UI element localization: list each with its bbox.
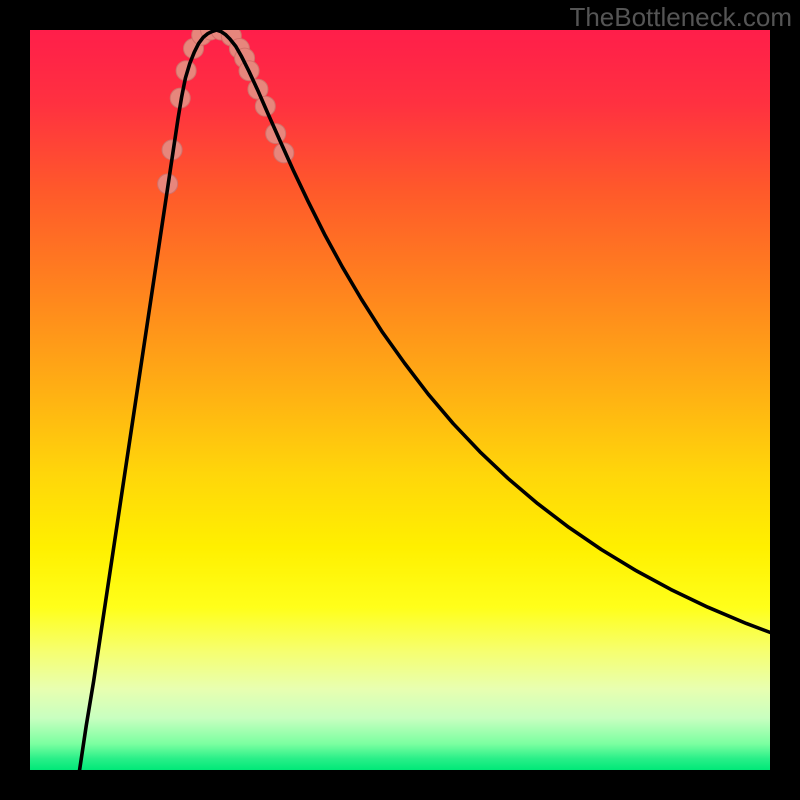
plot-area [30, 30, 770, 770]
right-curve [216, 30, 770, 632]
curves-layer [30, 30, 770, 770]
left-curve [80, 30, 217, 770]
watermark-text: TheBottleneck.com [569, 2, 792, 33]
chart-stage: TheBottleneck.com [0, 0, 800, 800]
